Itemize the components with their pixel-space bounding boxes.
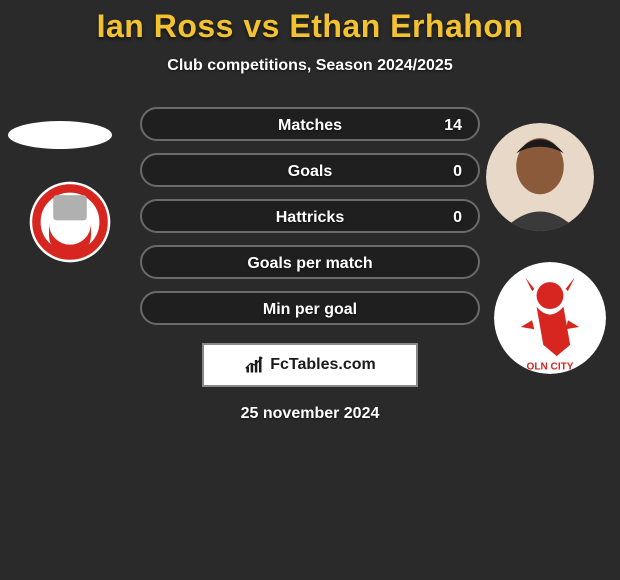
stat-row: Goals per match	[140, 245, 480, 279]
stat-value-right: 0	[453, 201, 462, 235]
stat-value-right: 0	[453, 155, 462, 189]
stat-label: Goals per match	[142, 247, 478, 281]
avatar-icon	[486, 123, 594, 231]
content-root: Ian Ross vs Ethan Erhahon Club competiti…	[0, 0, 620, 580]
right-player-avatar	[486, 123, 594, 231]
stat-value-right: 14	[444, 109, 462, 143]
shield-icon	[28, 180, 112, 264]
stat-row: Hattricks0	[140, 199, 480, 233]
left-club-crest	[28, 180, 112, 264]
watermark-box: FcTables.com	[202, 343, 418, 387]
stat-label: Hattricks	[142, 201, 478, 235]
imp-icon: OLN CITY	[494, 262, 606, 374]
left-player-placeholder	[8, 121, 112, 149]
stat-row: Goals0	[140, 153, 480, 187]
bar-chart-icon	[244, 355, 264, 375]
stat-row: Min per goal	[140, 291, 480, 325]
right-club-crest: OLN CITY	[494, 262, 606, 374]
watermark-text: FcTables.com	[270, 356, 376, 374]
svg-text:OLN CITY: OLN CITY	[526, 362, 573, 373]
stat-row: Matches14	[140, 107, 480, 141]
date-label: 25 november 2024	[0, 405, 620, 423]
stat-label: Goals	[142, 155, 478, 189]
page-subtitle: Club competitions, Season 2024/2025	[0, 57, 620, 75]
stat-label: Matches	[142, 109, 478, 143]
stat-label: Min per goal	[142, 293, 478, 327]
page-title: Ian Ross vs Ethan Erhahon	[0, 0, 620, 45]
